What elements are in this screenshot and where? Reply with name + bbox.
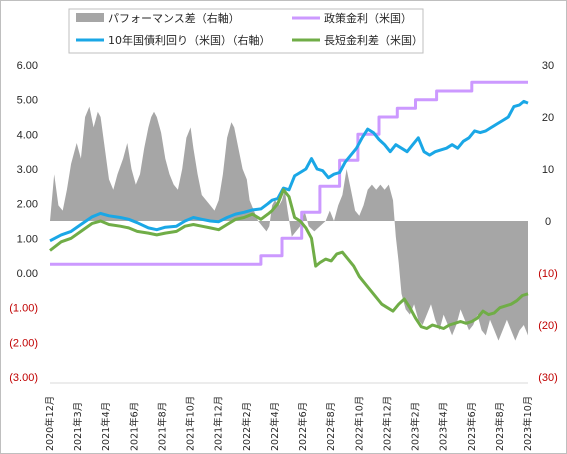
right-axis: 30 20 10 0 (10) (20) (30) bbox=[538, 60, 558, 384]
right-tick-label: 30 bbox=[542, 60, 554, 72]
right-tick-label: 10 bbox=[542, 164, 554, 176]
right-tick-label: 0 bbox=[545, 216, 551, 228]
x-tick-label: 2022年10月 bbox=[353, 396, 365, 451]
legend-box bbox=[68, 8, 424, 54]
x-tick-label: 2021年6月 bbox=[128, 402, 140, 451]
series-line-10y-yield bbox=[49, 99, 529, 243]
right-tick-label: (20) bbox=[538, 320, 558, 332]
left-tick-label: 0.00 bbox=[17, 268, 38, 280]
x-tick-label: 2021年12月 bbox=[213, 396, 225, 451]
x-tick-label: 2022年2月 bbox=[241, 402, 253, 451]
left-tick-label: 4.00 bbox=[17, 129, 38, 141]
left-axis: 6.00 5.00 4.00 3.00 2.00 1.00 0.00 (1.00) (2.00)… bbox=[9, 60, 38, 384]
legend-label-spread: 長短金利差（米国） bbox=[324, 33, 423, 47]
plot-area bbox=[49, 80, 529, 341]
left-tick-label: (1.00) bbox=[9, 303, 38, 315]
left-tick-label: 5.00 bbox=[17, 95, 38, 107]
x-tick-label: 2023年8月 bbox=[494, 402, 506, 451]
right-tick-label: (30) bbox=[538, 372, 558, 384]
x-tick-label: 2022年4月 bbox=[269, 402, 281, 451]
x-tick-label: 2023年6月 bbox=[466, 402, 478, 451]
left-tick-label: (2.00) bbox=[9, 337, 38, 349]
legend-swatch-performance bbox=[76, 13, 104, 22]
x-tick-label: 2021年3月 bbox=[72, 402, 84, 451]
left-tick-label: (3.00) bbox=[9, 372, 38, 384]
left-tick-label: 3.00 bbox=[17, 164, 38, 176]
x-axis: 2020年12月 2021年3月 2021年4月 2021年6月 2021年8月 2021… bbox=[44, 382, 534, 451]
legend-label-10y-yield: 10年国債利回り（米国）（右軸） bbox=[108, 33, 271, 47]
x-tick-label: 2023年2月 bbox=[410, 402, 422, 451]
legend-label-policy-rate: 政策金利（米国） bbox=[324, 11, 412, 25]
x-tick-label: 2021年4月 bbox=[100, 402, 112, 451]
left-tick-label: 6.00 bbox=[17, 60, 38, 72]
legend-label-performance: パフォーマンス差（右軸） bbox=[108, 11, 240, 25]
x-tick-label: 2022年6月 bbox=[297, 402, 309, 451]
series-line-spread bbox=[49, 188, 529, 330]
x-tick-label: 2021年8月 bbox=[156, 402, 168, 451]
x-tick-label: 2023年10月 bbox=[522, 396, 534, 451]
x-tick-label: 2022年12月 bbox=[381, 396, 393, 451]
left-tick-label: 1.00 bbox=[17, 233, 38, 245]
x-tick-label: 2020年12月 bbox=[44, 396, 56, 451]
x-tick-label: 2022年8月 bbox=[325, 402, 337, 451]
x-tick-label: 2023年4月 bbox=[438, 402, 450, 451]
left-tick-label: 2.00 bbox=[17, 199, 38, 211]
right-tick-label: 20 bbox=[542, 112, 554, 124]
right-tick-label: (10) bbox=[538, 268, 558, 280]
x-tick-label: 2021年10月 bbox=[185, 396, 197, 451]
series-area-performance bbox=[50, 106, 528, 341]
